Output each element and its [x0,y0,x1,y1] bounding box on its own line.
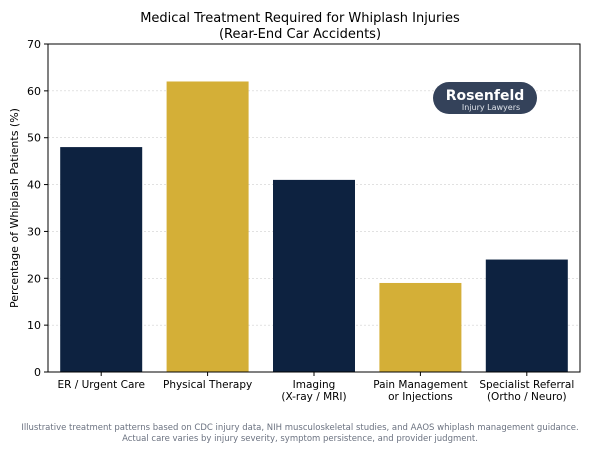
x-tick-label: Pain Management [373,379,467,391]
x-tick-label: Physical Therapy [163,379,252,391]
y-tick-label: 40 [27,179,41,192]
bar-2 [273,179,355,372]
x-tick-label: Specialist Referral [479,379,574,391]
bar-4 [485,259,568,372]
bar-3 [379,282,462,372]
y-tick-label: 60 [27,85,41,98]
y-axis-label: Percentage of Whiplash Patients (%) [8,108,21,308]
chart-title: Medical Treatment Required for Whiplash … [140,11,460,26]
footnote-line-1: Illustrative treatment patterns based on… [21,423,578,433]
y-tick-label: 0 [34,366,41,379]
x-tick-label: (X-ray / MRI) [281,391,346,403]
logo-name: Rosenfeld [446,88,525,104]
bar-0 [60,147,143,372]
plot-frame [47,43,581,373]
x-tick-label: (Ortho / Neuro) [487,391,567,403]
y-tick-label: 70 [27,38,41,51]
y-tick-label: 30 [27,225,41,238]
x-tick-label: or Injections [388,391,453,403]
y-tick-label: 50 [27,132,41,145]
x-tick-label: ER / Urgent Care [57,379,145,391]
x-tick-label: Imaging [293,379,336,391]
bar-1 [166,81,249,372]
chart-subtitle: (Rear-End Car Accidents) [219,27,381,42]
y-tick-label: 10 [27,319,41,332]
footnote-line-2: Actual care varies by injury severity, s… [122,434,478,444]
logo-tagline: Injury Lawyers [462,103,520,112]
rosenfeld-logo: Rosenfeld Injury Lawyers [433,82,537,114]
y-tick-label: 20 [27,272,41,285]
